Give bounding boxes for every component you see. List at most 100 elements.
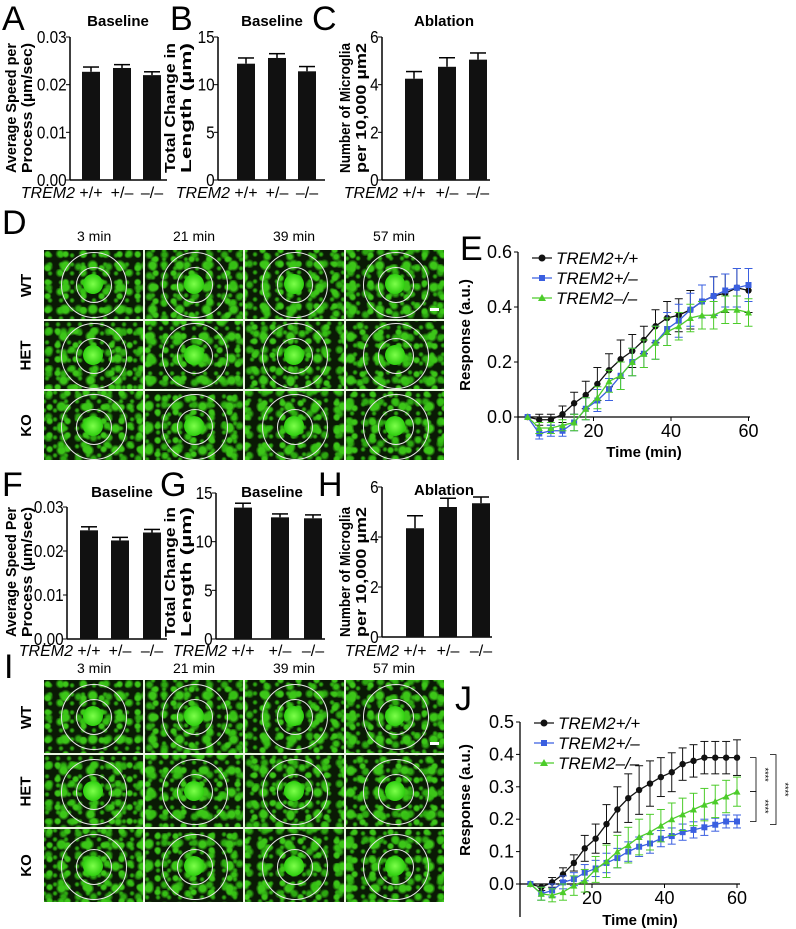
genotype-axis-label: TREM2: [21, 185, 75, 202]
y-axis-label: Number of Microglia: [337, 42, 354, 173]
y-tick-label: 15: [198, 27, 215, 47]
y-tick-label: 0: [370, 627, 379, 647]
timepoint-label: 39 min: [273, 660, 316, 676]
data-point: [582, 391, 589, 399]
data-point: [657, 822, 665, 829]
y-axis-label: per 10,000 µm2: [353, 507, 370, 637]
bar: [405, 78, 423, 180]
x-axis-label: Time (min): [606, 444, 682, 461]
data-point: [700, 801, 708, 808]
data-point: [581, 877, 589, 884]
bar: [111, 540, 129, 639]
data-point: [603, 820, 610, 828]
y-tick-label: 2: [370, 122, 379, 142]
outer-ring: [161, 252, 228, 319]
series-line: [527, 309, 749, 429]
data-point: [635, 833, 643, 841]
bar: [80, 530, 98, 639]
genotype-row-label: KO: [17, 853, 35, 877]
timepoint-label: 21 min: [173, 228, 216, 244]
y-tick-label: 0.2: [489, 809, 514, 829]
timepoint-label: 21 min: [173, 660, 216, 676]
y-axis-label: Total Change in: [162, 507, 179, 637]
outer-ring: [61, 393, 128, 460]
data-point: [570, 859, 578, 867]
x-tick-label: +/–: [266, 185, 289, 202]
x-tick-label: +/–: [436, 185, 459, 202]
x-tick-label: 60: [727, 888, 747, 908]
y-tick-label: 0: [206, 170, 215, 190]
x-tick-label: –/–: [302, 643, 324, 660]
x-tick-label: –/–: [296, 185, 318, 202]
bar: [304, 518, 322, 639]
x-tick-label: –/–: [141, 643, 163, 660]
significance-label: ****: [760, 768, 770, 783]
y-tick-label: 2: [370, 577, 379, 597]
x-tick-label: +/–: [109, 643, 132, 660]
microscopy-image: [345, 320, 444, 390]
chart-title: Baseline: [241, 13, 303, 30]
data-point: [710, 293, 717, 299]
y-tick-label: 0.01: [37, 122, 67, 142]
microscopy-image: [245, 250, 344, 319]
data-point: [733, 284, 740, 291]
outer-ring: [61, 758, 128, 825]
y-tick-label: 0.02: [37, 75, 67, 95]
data-point: [594, 380, 601, 388]
data-point: [722, 754, 730, 761]
y-axis-label: Average Speed Per: [3, 507, 20, 637]
y-axis-label: Process (µm/sec): [19, 507, 36, 637]
outer-ring: [262, 833, 329, 900]
genotype-axis-label: TREM2: [173, 643, 227, 660]
y-tick-label: 15: [196, 483, 213, 503]
data-point: [624, 841, 632, 849]
panel-letter-a: A: [2, 0, 25, 38]
legend-label: TREM2+/–: [556, 269, 638, 288]
data-point: [712, 754, 719, 761]
chart-title: Baseline: [241, 484, 303, 501]
legend-label: TREM2+/+: [558, 714, 640, 733]
y-tick-label: 0: [370, 170, 379, 190]
data-point: [536, 416, 543, 423]
microscopy-image: [44, 250, 143, 319]
timepoint-label: 57 min: [373, 228, 416, 244]
data-point: [547, 416, 555, 423]
chart-title: Ablation: [414, 482, 474, 499]
data-point: [733, 788, 741, 795]
y-tick-label: 0.0: [489, 874, 514, 894]
data-point: [559, 421, 566, 429]
timepoint-label: 57 min: [373, 660, 416, 676]
legend-marker: [538, 254, 546, 262]
x-tick-label: +/+: [234, 185, 257, 202]
microscopy-image: [44, 829, 143, 902]
outer-ring: [161, 833, 228, 900]
y-axis-label: Number of Microglia: [337, 506, 354, 637]
x-tick-label: +/–: [269, 643, 292, 660]
legend-label: TREM2–/–: [556, 289, 638, 308]
panel-letter-e: E: [460, 230, 483, 268]
data-point: [701, 824, 708, 831]
microscopy-image: [144, 829, 243, 902]
data-point: [668, 833, 675, 840]
genotype-axis-label: TREM2: [19, 643, 73, 660]
image-grid: [44, 680, 444, 902]
x-tick-label: +/+: [79, 185, 102, 202]
data-point: [570, 419, 578, 426]
y-axis-label: Length (µm): [178, 507, 195, 637]
y-tick-label: 0.1: [489, 842, 514, 862]
microscopy-image: [245, 391, 344, 460]
outer-ring: [161, 393, 228, 460]
data-point: [592, 835, 599, 842]
legend-marker: [541, 740, 547, 746]
bar: [143, 75, 161, 180]
microscopy-image: [345, 250, 444, 319]
outer-ring: [161, 684, 228, 751]
microscopy-image: [144, 680, 243, 753]
x-tick-label: 40: [654, 888, 674, 908]
data-point: [617, 372, 625, 379]
legend-marker: [538, 294, 546, 301]
significance-label: ****: [780, 783, 790, 798]
panel-letter-j: J: [455, 680, 472, 718]
timepoint-label: 39 min: [273, 228, 316, 244]
y-tick-label: 0: [204, 629, 213, 649]
